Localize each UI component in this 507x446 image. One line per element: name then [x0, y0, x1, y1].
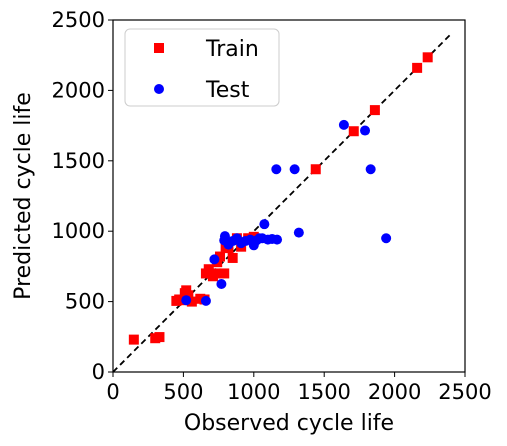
test-point — [293, 227, 304, 238]
train-point — [215, 251, 226, 262]
x-tick-label: 0 — [106, 380, 119, 404]
train-point — [219, 268, 230, 279]
x-tick-label: 2000 — [368, 380, 421, 404]
test-point — [259, 219, 270, 230]
y-tick-label: 1500 — [52, 149, 105, 173]
test-point — [209, 254, 220, 265]
train-point — [422, 52, 433, 63]
legend: Train Test — [124, 28, 280, 107]
train-point — [210, 268, 221, 279]
test-point — [181, 295, 192, 306]
y-ticks: 0 500 1000 1500 2000 2500 — [52, 8, 113, 384]
test-point — [272, 234, 283, 245]
train-point — [227, 252, 238, 263]
test-point — [381, 233, 392, 244]
train-point — [412, 62, 423, 73]
test-point — [365, 164, 376, 175]
y-tick-label: 500 — [65, 290, 105, 314]
test-point — [216, 279, 227, 289]
legend-train-label: Train — [205, 37, 259, 62]
test-point — [271, 164, 282, 175]
legend-test-label: Test — [205, 78, 250, 103]
train-point — [369, 105, 380, 116]
x-tick-label: 1000 — [227, 380, 280, 404]
x-tick-label: 1500 — [297, 380, 350, 404]
train-point — [310, 164, 321, 175]
test-point — [200, 295, 211, 306]
test-point — [219, 231, 230, 242]
legend-train-marker — [154, 43, 164, 53]
train-point — [348, 126, 359, 137]
train-point — [154, 332, 165, 343]
train-point — [186, 296, 197, 307]
test-point — [338, 119, 349, 130]
test-point — [289, 164, 300, 175]
train-point — [183, 290, 194, 301]
y-axis-title: Predicted cycle life — [11, 92, 36, 300]
y-tick-label: 2500 — [52, 8, 105, 32]
y-tick-label: 1000 — [52, 219, 105, 243]
x-tick-label: 500 — [163, 380, 203, 404]
test-point — [360, 125, 371, 136]
plot-frame — [112, 19, 466, 373]
x-ticks: 0 500 1000 1500 2000 2500 — [106, 372, 492, 404]
legend-test-marker — [154, 84, 164, 94]
y-tick-label: 0 — [92, 360, 105, 384]
test-series — [181, 119, 392, 306]
train-point — [128, 334, 139, 345]
x-tick-label: 2500 — [438, 380, 491, 404]
y-tick-label: 2000 — [52, 78, 105, 102]
x-axis-title: Observed cycle life — [184, 411, 394, 436]
